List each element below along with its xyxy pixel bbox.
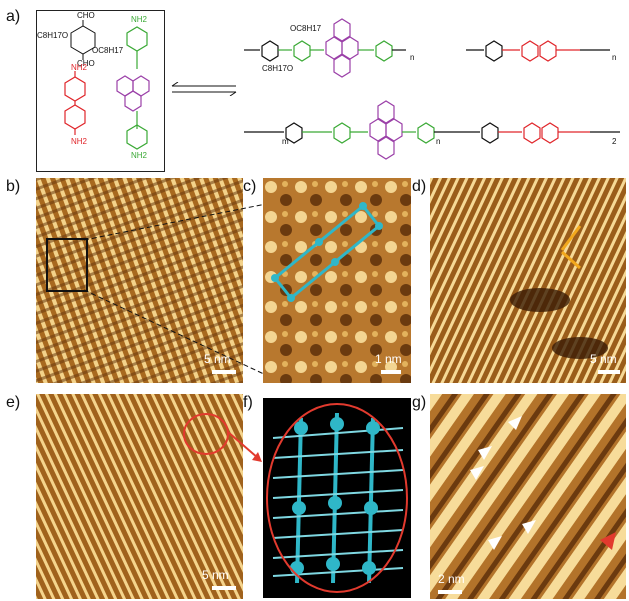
cho-bottom-label: CHO xyxy=(77,59,95,68)
nh2-green-bottom-label: NH2 xyxy=(131,151,148,160)
oc-bottom-label: C8H17O xyxy=(262,64,294,73)
zoom-region-box xyxy=(46,238,88,292)
nh2-green-top-label: NH2 xyxy=(131,15,148,24)
zoom-connector-lines xyxy=(83,203,267,376)
oc-top-label: OC8H17 xyxy=(290,24,322,33)
highlight-circle xyxy=(183,413,229,455)
panel-f-label: f) xyxy=(243,394,253,411)
equilibrium-arrows-icon xyxy=(171,82,237,96)
nh2-red-top-label: NH2 xyxy=(71,63,88,72)
scale-bar-e xyxy=(212,586,236,590)
scale-text-g: 2 nm xyxy=(438,572,465,586)
red-pointer-arrow-icon xyxy=(227,431,262,462)
panel-b-label: b) xyxy=(6,178,21,195)
scale-text-e: 5 nm xyxy=(202,568,229,582)
panel-d-label: d) xyxy=(412,178,427,195)
orange-arrows-icon xyxy=(560,225,582,270)
polymer-n2-label: n xyxy=(612,53,617,62)
polymer-n-label: n xyxy=(410,53,415,62)
scale-bar-d xyxy=(598,370,620,374)
cho-top-label: CHO xyxy=(77,11,95,20)
polymer-structures xyxy=(244,18,620,160)
panel-c-label: c) xyxy=(243,178,257,195)
scale-text-c: 1 nm xyxy=(375,352,402,366)
scale-text-d: 5 nm xyxy=(590,352,617,366)
oc8h17-right-label: OC8H17 xyxy=(92,46,124,55)
model-image-f xyxy=(263,398,411,598)
panel-g-label: g) xyxy=(412,394,427,411)
monomer-box: CHO CHO C8H17O OC8H17 NH2 NH2 NH2 NH2 xyxy=(36,10,165,172)
stm-image-b: 5 nm xyxy=(36,178,243,383)
panel-a-label: a) xyxy=(6,8,21,25)
stm-image-d: 5 nm xyxy=(430,178,626,383)
highlight-ellipse xyxy=(266,403,408,593)
stm-image-c: 1 nm xyxy=(263,178,411,383)
red-arrow-icon xyxy=(600,532,616,550)
stm-image-g: 2 nm xyxy=(430,394,626,599)
panel-e-label: e) xyxy=(6,394,21,411)
copolymer-n-label: n xyxy=(436,137,441,146)
scale-bar-g xyxy=(438,590,462,594)
scale-bar-c xyxy=(381,370,401,374)
white-arrows-icon xyxy=(470,416,536,550)
monomer-structures xyxy=(64,20,150,150)
copolymer-m-label: m xyxy=(282,137,289,146)
stm-image-e: 5 nm xyxy=(36,394,243,599)
oc8h17-left-label: C8H17O xyxy=(37,31,69,40)
nh2-red-bottom-label: NH2 xyxy=(71,137,88,146)
copolymer-2-label: 2 xyxy=(612,137,617,146)
scale-bar-b xyxy=(212,370,236,374)
